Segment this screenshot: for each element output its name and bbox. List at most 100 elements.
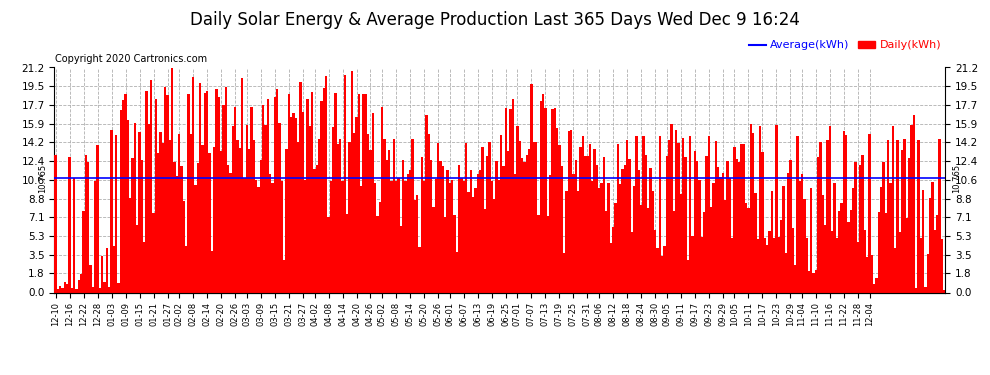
Bar <box>832 231 834 292</box>
Bar <box>428 134 430 292</box>
Bar <box>622 170 624 292</box>
Bar <box>682 138 684 292</box>
Bar <box>378 202 381 292</box>
Bar <box>577 190 579 292</box>
Bar <box>421 157 423 292</box>
Bar <box>653 230 656 292</box>
Bar <box>295 118 297 292</box>
Bar <box>544 108 546 292</box>
Bar <box>836 238 839 292</box>
Bar <box>241 78 244 292</box>
Bar <box>94 181 96 292</box>
Bar <box>701 237 703 292</box>
Bar <box>400 226 402 292</box>
Bar <box>381 107 383 292</box>
Bar <box>285 149 288 292</box>
Bar <box>839 211 841 292</box>
Bar <box>668 140 670 292</box>
Bar <box>85 154 87 292</box>
Bar <box>371 113 374 292</box>
Bar <box>570 130 572 292</box>
Bar <box>889 183 892 292</box>
Bar <box>159 132 161 292</box>
Bar <box>474 189 476 292</box>
Bar <box>749 124 751 292</box>
Bar <box>314 170 316 292</box>
Bar <box>738 162 741 292</box>
Bar <box>472 197 474 292</box>
Bar <box>306 99 309 292</box>
Bar <box>328 217 330 292</box>
Bar <box>75 290 78 292</box>
Bar <box>689 136 691 292</box>
Text: Daily Solar Energy & Average Production Last 365 Days Wed Dec 9 16:24: Daily Solar Energy & Average Production … <box>190 11 800 29</box>
Bar <box>339 139 342 292</box>
Bar <box>675 130 677 292</box>
Bar <box>782 186 784 292</box>
Bar <box>204 93 206 292</box>
Bar <box>423 181 426 292</box>
Bar <box>542 94 545 292</box>
Bar <box>930 198 932 292</box>
Bar <box>626 140 629 292</box>
Bar <box>148 124 150 292</box>
Bar <box>390 181 393 292</box>
Bar <box>906 218 908 292</box>
Bar <box>897 140 899 292</box>
Bar <box>500 135 502 292</box>
Bar <box>918 140 920 292</box>
Text: 10.765: 10.765 <box>952 164 961 193</box>
Bar <box>113 246 115 292</box>
Bar <box>141 160 144 292</box>
Bar <box>792 228 794 292</box>
Bar <box>491 181 493 292</box>
Bar <box>281 181 283 292</box>
Bar <box>118 283 120 292</box>
Bar <box>751 133 754 292</box>
Bar <box>684 157 686 292</box>
Bar <box>824 225 827 292</box>
Bar <box>651 190 653 292</box>
Bar <box>337 144 339 292</box>
Bar <box>344 75 346 292</box>
Bar <box>103 282 106 292</box>
Bar <box>528 149 531 292</box>
Bar <box>411 139 414 292</box>
Bar <box>861 154 864 292</box>
Bar <box>481 147 484 292</box>
Bar <box>271 183 273 292</box>
Bar <box>531 84 533 292</box>
Bar <box>283 260 285 292</box>
Bar <box>444 217 446 292</box>
Bar <box>264 125 266 292</box>
Bar <box>237 140 239 292</box>
Bar <box>703 212 705 292</box>
Bar <box>364 94 367 292</box>
Bar <box>476 174 479 292</box>
Bar <box>223 105 225 292</box>
Bar <box>665 156 668 292</box>
Bar <box>442 166 444 292</box>
Bar <box>584 156 586 292</box>
Bar <box>244 178 246 292</box>
Bar <box>598 189 600 292</box>
Bar <box>565 190 567 292</box>
Bar <box>747 208 749 292</box>
Bar <box>775 125 777 292</box>
Bar <box>507 152 509 292</box>
Bar <box>332 127 335 292</box>
Bar <box>563 253 565 292</box>
Bar <box>357 94 360 292</box>
Bar <box>297 142 299 292</box>
Bar <box>556 128 558 292</box>
Bar <box>663 246 665 292</box>
Bar <box>591 181 593 292</box>
Bar <box>369 150 371 292</box>
Bar <box>484 209 486 292</box>
Bar <box>911 125 913 292</box>
Bar <box>350 70 353 292</box>
Bar <box>59 286 61 292</box>
Bar <box>553 108 556 292</box>
Bar <box>342 181 344 292</box>
Text: 10.765: 10.765 <box>39 164 48 193</box>
